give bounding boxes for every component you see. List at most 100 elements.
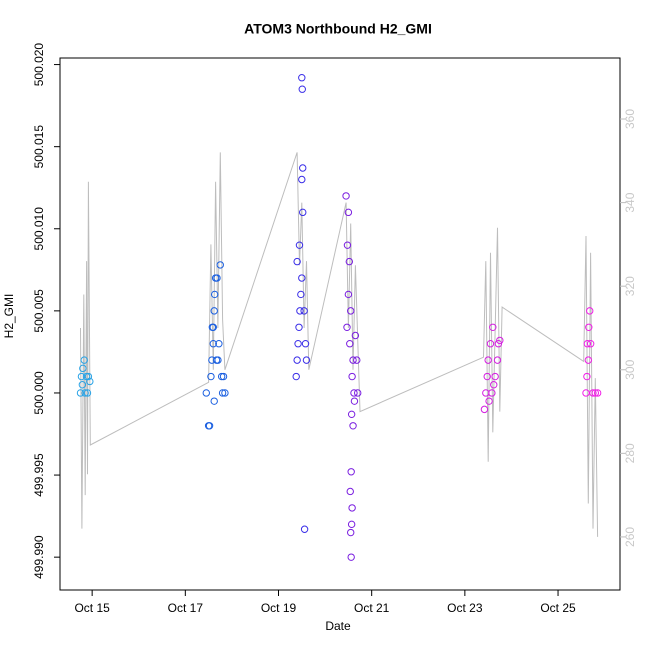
point [209, 340, 217, 348]
point [296, 307, 304, 315]
point [347, 410, 356, 419]
point [302, 356, 311, 364]
point [293, 257, 301, 266]
y2-tick-label: 360 [623, 109, 637, 129]
y2-tick-label: 320 [623, 276, 637, 296]
point [76, 389, 85, 397]
point [292, 372, 300, 381]
point [207, 372, 215, 381]
point [84, 372, 93, 381]
y-tick-label: 499.995 [32, 453, 46, 497]
point [299, 208, 307, 217]
point [216, 261, 224, 269]
point [298, 74, 306, 82]
y-tick-label: 500.010 [32, 207, 46, 251]
point [349, 356, 357, 364]
point [585, 323, 593, 331]
point [350, 389, 358, 397]
point [496, 336, 504, 345]
point [348, 504, 356, 512]
x-tick-label: Oct 15 [74, 601, 110, 615]
point [210, 290, 219, 299]
point [493, 356, 502, 364]
point [298, 85, 306, 93]
point [343, 323, 351, 331]
point [484, 356, 492, 364]
y-tick-label: 499.990 [32, 535, 46, 579]
point [348, 372, 356, 381]
y2-tick-label: 280 [623, 443, 637, 463]
point [297, 290, 305, 299]
point [489, 323, 497, 331]
point [293, 356, 301, 364]
plot-frame [59, 57, 621, 591]
y2-tick-label: 340 [623, 192, 637, 212]
point [342, 192, 350, 200]
point [586, 340, 595, 348]
point [494, 340, 503, 348]
x-axis-label: Date [325, 619, 351, 633]
point [208, 323, 217, 331]
point [217, 372, 226, 381]
point [346, 487, 354, 496]
point [344, 208, 353, 217]
y-axis-label: H2_GMI [2, 294, 16, 339]
point [298, 175, 306, 184]
y-tick-label: 500.015 [32, 125, 46, 169]
point [486, 340, 495, 348]
point [300, 307, 308, 315]
point [593, 389, 602, 397]
y-tick-label: 500.020 [32, 43, 46, 87]
y2-tick-label: 300 [623, 359, 637, 379]
x-tick-label: Oct 19 [261, 601, 297, 615]
point [346, 340, 354, 348]
x-tick-label: Oct 21 [354, 601, 390, 615]
point [202, 389, 210, 397]
point [205, 422, 214, 430]
point [219, 372, 228, 381]
x-tick-label: Oct 23 [447, 601, 483, 615]
point [490, 381, 498, 389]
point [301, 340, 310, 348]
point [294, 340, 302, 348]
x-tick-label: Oct 17 [168, 601, 204, 615]
point [81, 389, 89, 397]
point [213, 274, 221, 282]
point [78, 381, 87, 389]
point [591, 389, 600, 397]
point [347, 528, 355, 537]
point [584, 356, 593, 364]
point [86, 377, 94, 386]
point [485, 397, 493, 405]
point [351, 331, 360, 340]
point [491, 372, 499, 381]
y-tick-label: 500.005 [32, 289, 46, 333]
point [298, 274, 306, 282]
point [221, 389, 229, 397]
point [215, 340, 223, 348]
point [353, 356, 361, 364]
point [349, 422, 357, 430]
point [344, 290, 353, 299]
x-tick-label: Oct 25 [540, 601, 576, 615]
line [80, 152, 599, 537]
point [79, 364, 87, 373]
point [488, 389, 496, 397]
point [350, 397, 359, 405]
point [347, 307, 355, 315]
chart-title: ATOM3 Northbound H2_GMI [244, 21, 432, 37]
point [480, 405, 489, 414]
point [210, 307, 218, 315]
point [345, 257, 354, 266]
point [212, 356, 221, 364]
point [343, 241, 352, 249]
point [582, 389, 590, 397]
point [80, 356, 88, 364]
point [218, 389, 227, 397]
point [583, 340, 592, 348]
point [299, 164, 307, 172]
point [586, 307, 594, 315]
point [210, 397, 218, 405]
